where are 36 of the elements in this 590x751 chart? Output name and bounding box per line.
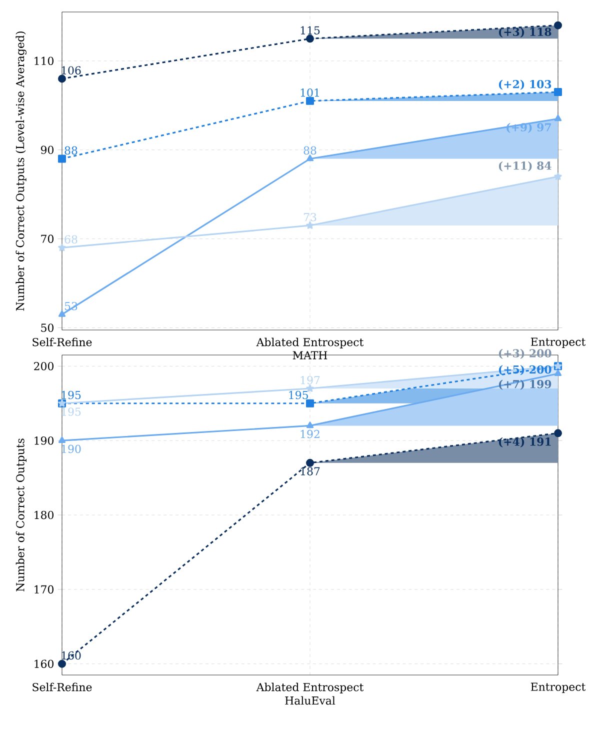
data-label: 68 bbox=[64, 235, 78, 244]
y-tick-label: 200 bbox=[34, 362, 54, 370]
x-axis-title: HaluEval bbox=[285, 696, 336, 705]
data-label: 101 bbox=[300, 88, 319, 97]
y-tick-label: 190 bbox=[34, 436, 54, 445]
x-tick-label: Self-Refine bbox=[32, 338, 92, 346]
data-label: 195 bbox=[62, 390, 81, 400]
y-tick-label: 90 bbox=[40, 146, 54, 154]
y-axis-title: Number of Correct Outputs bbox=[16, 438, 26, 592]
data-label: (+3) 118 bbox=[498, 28, 552, 38]
data-label: 106 bbox=[62, 66, 81, 75]
x-tick-label: Ablated Entrospect bbox=[256, 338, 364, 348]
y-tick-label: 50 bbox=[41, 324, 54, 332]
x-tick-label: Ablated Entrospect bbox=[256, 682, 364, 694]
data-label: (+11) 84 bbox=[498, 161, 552, 172]
data-label: 115 bbox=[300, 26, 320, 34]
y-tick-label: 70 bbox=[41, 234, 54, 243]
x-tick-label: Entropect bbox=[530, 682, 586, 694]
x-tick-label: Self-Refine bbox=[32, 682, 92, 692]
y-tick-label: 160 bbox=[34, 660, 54, 668]
data-label: 73 bbox=[304, 212, 316, 222]
y-tick-label: 180 bbox=[34, 510, 54, 520]
data-label: 187 bbox=[300, 467, 320, 476]
y-axis-title: Number of Correct Outputs (Level-wise Averaged) bbox=[16, 32, 26, 311]
x-tick-label: Entropect bbox=[530, 338, 586, 348]
data-label: 88 bbox=[64, 146, 78, 155]
data-label: (+2) 103 bbox=[498, 80, 552, 90]
y-tick-label: 110 bbox=[34, 56, 54, 66]
x-axis-title: MATH bbox=[292, 351, 328, 360]
data-label: 197 bbox=[300, 376, 320, 384]
data-label: (+5) 200 bbox=[498, 365, 552, 376]
y-tick-label: 170 bbox=[34, 585, 54, 594]
data-label: 160 bbox=[62, 651, 81, 660]
data-label: 195 bbox=[289, 390, 308, 400]
data-label: 192 bbox=[300, 430, 320, 438]
data-label: 88 bbox=[304, 146, 316, 155]
